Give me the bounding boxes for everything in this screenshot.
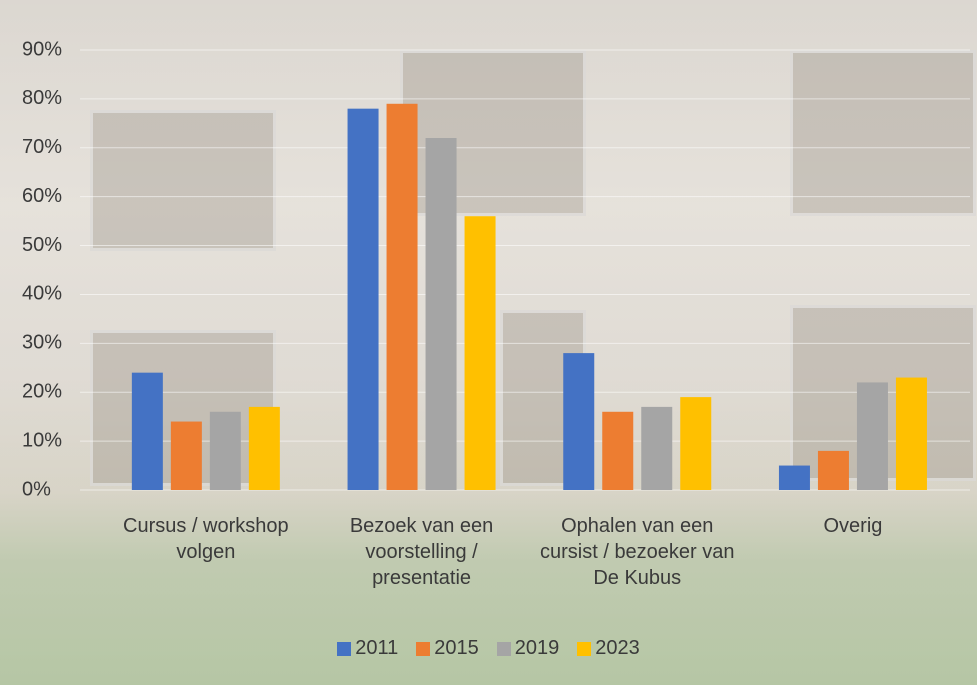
bar <box>818 451 849 490</box>
y-tick-label: 60% <box>22 185 62 207</box>
y-tick-label: 20% <box>22 381 62 403</box>
legend-label: 2019 <box>515 637 560 660</box>
x-tick-label: Cursus / workshop volgen <box>101 513 311 565</box>
bar <box>563 353 594 490</box>
y-tick-label: 10% <box>22 429 62 451</box>
legend-item: 2011 <box>337 637 398 660</box>
y-tick-label: 90% <box>22 38 62 60</box>
y-tick-label: 70% <box>22 136 62 158</box>
legend: 2011 2015 2019 2023 <box>0 637 977 660</box>
x-tick-label: Bezoek van een voorstelling / presentati… <box>317 513 527 591</box>
bar <box>465 216 496 490</box>
bar <box>779 466 810 490</box>
legend-item: 2015 <box>416 637 479 660</box>
y-tick-label: 30% <box>22 332 62 354</box>
bar <box>680 397 711 490</box>
legend-label: 2015 <box>434 637 479 660</box>
y-tick-label: 50% <box>22 234 62 256</box>
bar <box>249 407 280 490</box>
bar <box>857 382 888 490</box>
bar <box>896 378 927 490</box>
legend-item: 2023 <box>577 637 640 660</box>
bar <box>210 412 241 490</box>
legend-swatch <box>577 642 591 656</box>
bar <box>348 109 379 490</box>
bar <box>387 104 418 490</box>
legend-swatch <box>497 642 511 656</box>
y-tick-label: 0% <box>22 478 51 500</box>
legend-label: 2023 <box>595 637 640 660</box>
x-tick-label: Overig <box>748 513 958 539</box>
y-tick-label: 40% <box>22 283 62 305</box>
legend-swatch <box>416 642 430 656</box>
bar <box>641 407 672 490</box>
y-tick-label: 80% <box>22 87 62 109</box>
bar <box>132 373 163 490</box>
page: {"chart_data": {"type": "bar", "categori… <box>0 0 977 685</box>
bar <box>426 138 457 490</box>
legend-item: 2019 <box>497 637 560 660</box>
bar <box>171 422 202 490</box>
legend-label: 2011 <box>355 637 398 660</box>
legend-swatch <box>337 642 351 656</box>
x-tick-label: Ophalen van een cursist / bezoeker van D… <box>532 513 742 591</box>
bar <box>602 412 633 490</box>
